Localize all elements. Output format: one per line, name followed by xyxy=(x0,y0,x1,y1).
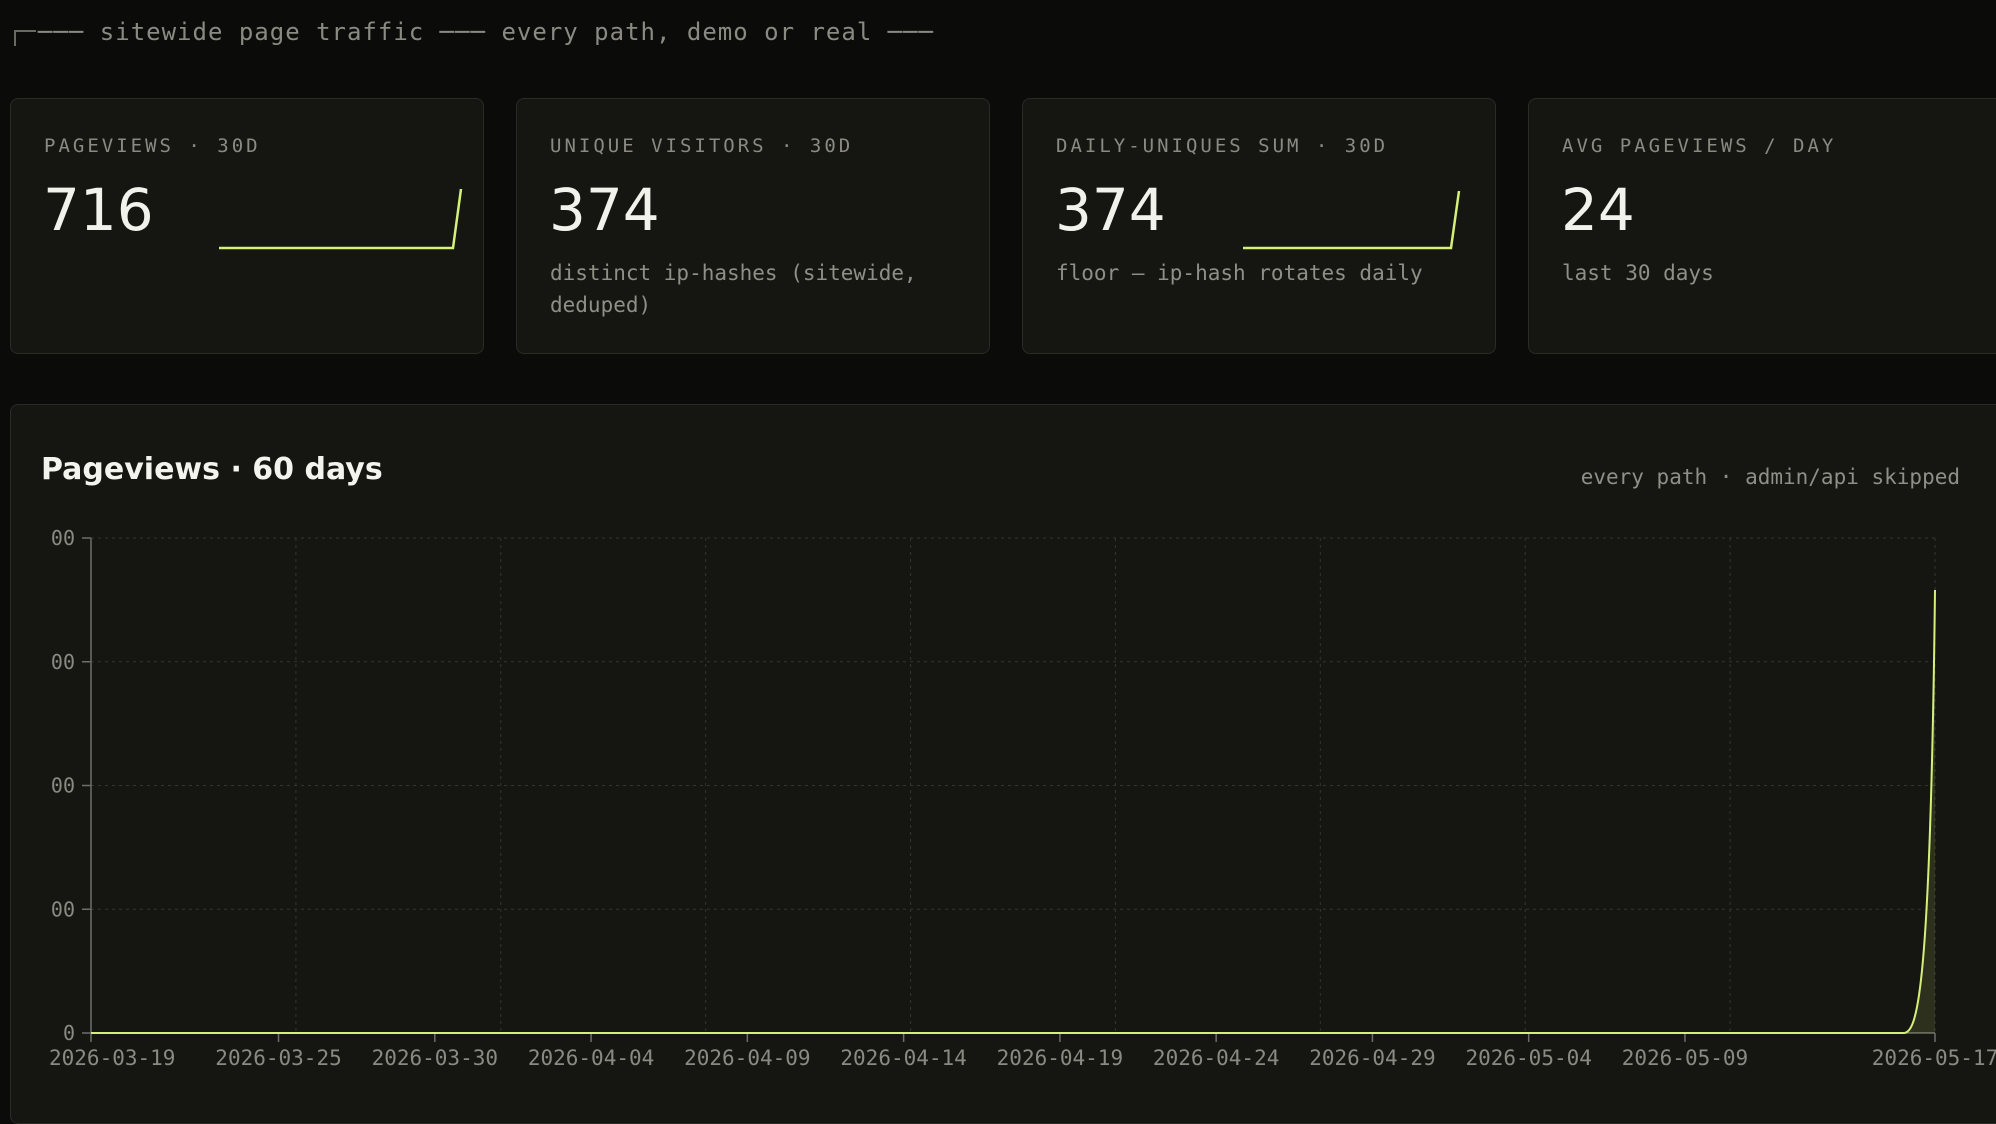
x-tick-label: 2026-03-25 xyxy=(215,1046,341,1070)
chart-note: every path · admin/api skipped xyxy=(1580,465,1960,489)
stat-description: last 30 days xyxy=(1562,261,1714,285)
sparkline-line xyxy=(1243,190,1461,250)
sparkline-line xyxy=(219,188,463,250)
section-header: ─── sitewide page traffic ─── every path… xyxy=(14,18,934,46)
y-tick-label: 00 xyxy=(51,897,75,921)
stat-card-unique-visitors: UNIQUE VISITORS · 30D 374 distinct ip-ha… xyxy=(516,98,990,354)
x-tick-label: 2026-04-09 xyxy=(684,1046,810,1070)
x-tick-label: 2026-04-14 xyxy=(840,1046,966,1070)
stat-label: PAGEVIEWS · 30D xyxy=(44,135,261,157)
x-tick-label: 2026-04-29 xyxy=(1309,1046,1435,1070)
stat-description: distinct ip-hashes (sitewide, deduped) xyxy=(550,261,917,317)
x-tick-label: 2026-03-19 xyxy=(49,1046,175,1070)
stat-value: 374 xyxy=(549,176,660,244)
x-tick-label: 2026-04-19 xyxy=(997,1046,1123,1070)
stat-label: AVG PAGEVIEWS / DAY xyxy=(1562,135,1837,157)
stat-card-daily-uniques: DAILY-UNIQUES SUM · 30D 374 floor — ip-h… xyxy=(1022,98,1496,354)
section-header-prefix: ─── sitewide page traffic ─── xyxy=(38,18,487,46)
stat-description: floor — ip-hash rotates daily xyxy=(1056,261,1423,285)
stat-value: 374 xyxy=(1055,176,1166,244)
x-tick-label: 2026-05-09 xyxy=(1622,1046,1748,1070)
stat-card-avg-pageviews: AVG PAGEVIEWS / DAY 24 last 30 days xyxy=(1528,98,1996,354)
sparkline-chart xyxy=(1243,190,1461,250)
series-area xyxy=(91,589,1935,1033)
x-tick-label: 2026-03-30 xyxy=(372,1046,498,1070)
stat-value: 716 xyxy=(43,176,154,244)
y-tick-label: 0 xyxy=(63,1021,75,1045)
pageviews-chart-panel xyxy=(10,404,1996,1124)
stat-card-pageviews: PAGEVIEWS · 30D 716 xyxy=(10,98,484,354)
stat-label: UNIQUE VISITORS · 30D xyxy=(550,135,854,157)
stat-label: DAILY-UNIQUES SUM · 30D xyxy=(1056,135,1389,157)
y-tick-label: 00 xyxy=(51,650,75,674)
x-tick-label: 2026-05-04 xyxy=(1465,1046,1591,1070)
sparkline-chart xyxy=(219,188,463,250)
y-tick-label: 00 xyxy=(51,526,75,550)
y-tick-label: 00 xyxy=(51,774,75,798)
x-tick-label: 2026-04-04 xyxy=(528,1046,654,1070)
corner-bracket-icon xyxy=(14,30,36,46)
x-tick-label: 2026-04-24 xyxy=(1153,1046,1279,1070)
stat-value: 24 xyxy=(1561,176,1635,244)
chart-title: Pageviews · 60 days xyxy=(41,452,383,487)
series-line xyxy=(91,589,1936,1034)
x-tick-label: 2026-05-17 xyxy=(1872,1046,1996,1070)
section-header-suffix: every path, demo or real ─── xyxy=(486,18,935,46)
